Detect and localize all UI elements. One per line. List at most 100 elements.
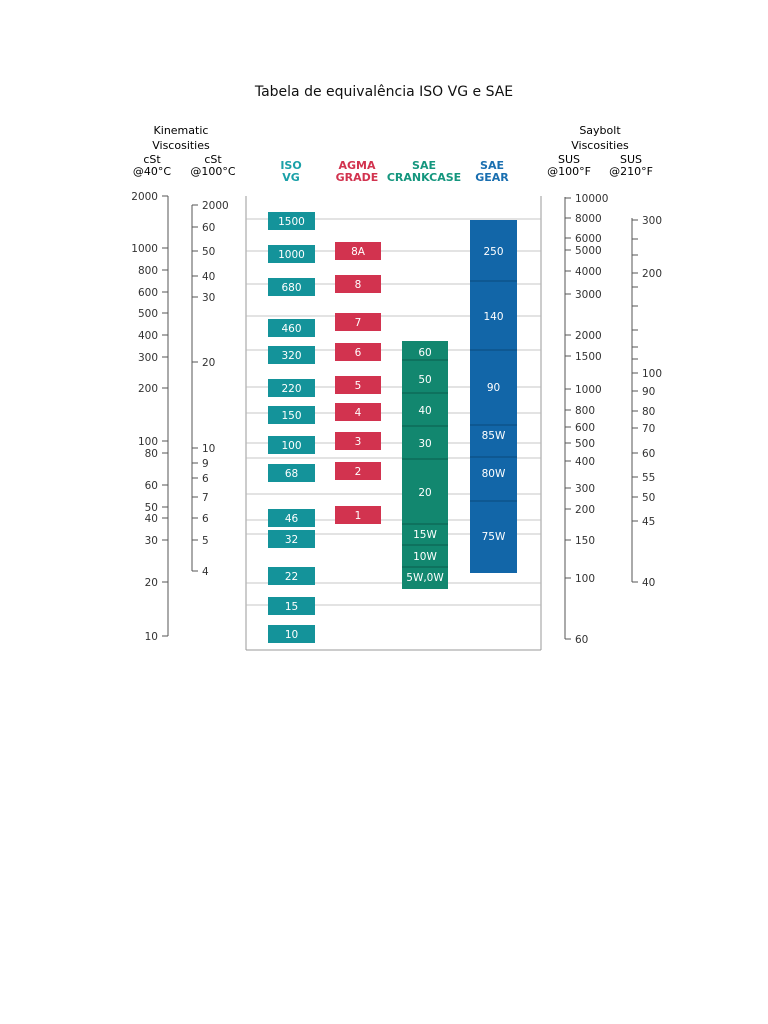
- sae-gear-label: 140: [483, 311, 503, 323]
- sus100-tick-label: 1000: [575, 384, 602, 396]
- cst40-tick-label: 50: [145, 502, 158, 514]
- cst40-tick-label: 80: [145, 448, 158, 460]
- gear-header-2: GEAR: [475, 171, 509, 184]
- cst100-tick-label: 2000: [202, 200, 229, 212]
- saybolt-header-2: Viscosities: [571, 139, 629, 152]
- cst40-tick-label: 300: [138, 352, 158, 364]
- cst40-tick-label: 40: [145, 513, 158, 525]
- sus210-header-2: @210°F: [609, 165, 653, 178]
- sus210-tick-label: 60: [642, 448, 655, 460]
- sae-crankcase-label: 40: [418, 405, 431, 417]
- sus100-tick-label: 10000: [575, 193, 608, 205]
- cst100-tick-label: 4: [202, 566, 209, 578]
- sus100-tick-label: 150: [575, 535, 595, 547]
- sus210-tick-label: 50: [642, 492, 655, 504]
- sus210-scale: 300 200 100 90 80 70 60 55 50 45 40: [632, 215, 662, 589]
- iso-grade-box: [268, 406, 315, 424]
- agma-grade-label: 8: [355, 279, 362, 291]
- sae-crankcase-label: 15W: [413, 529, 437, 541]
- sus210-tick-label: 300: [642, 215, 662, 227]
- agma-grade-label: 8A: [351, 246, 366, 258]
- iso-grade-label: 46: [285, 513, 299, 525]
- iso-grade-box: [268, 464, 315, 482]
- iso-grade-box: [268, 530, 315, 548]
- gear-header: SAE: [480, 159, 504, 172]
- sus100-tick-label: 1500: [575, 351, 602, 363]
- agma-grade-label: 3: [355, 436, 362, 448]
- iso-grade-label: 32: [285, 534, 298, 546]
- sus100-tick-label: 5000: [575, 245, 602, 257]
- chart-frame: [245, 196, 542, 651]
- sus100-tick-label: 600: [575, 422, 595, 434]
- agma-grade-box: [335, 403, 381, 421]
- agma-header-2: GRADE: [336, 171, 379, 184]
- iso-vg-column: 1500 1000 680 460 320 220 150 100 68 46 32 22 15 10: [268, 212, 315, 643]
- agma-grade-box: [335, 275, 381, 293]
- cst40-tick-label: 20: [145, 577, 158, 589]
- iso-grade-box: [268, 245, 315, 263]
- cst40-tick-label: 400: [138, 330, 158, 342]
- agma-grade-label: 7: [355, 317, 362, 329]
- sus100-tick-label: 200: [575, 504, 595, 516]
- sae-crankcase-label: 20: [418, 487, 431, 499]
- cst40-tick-label: 30: [145, 535, 158, 547]
- sus100-tick-label: 500: [575, 438, 595, 450]
- agma-grade-label: 6: [355, 347, 362, 359]
- sus210-header: SUS: [620, 153, 642, 166]
- iso-grade-label: 460: [281, 323, 301, 335]
- cst40-tick-label: 2000: [131, 191, 158, 203]
- agma-grade-label: 5: [355, 380, 362, 392]
- iso-grade-box: [268, 319, 315, 337]
- cst40-header-2: @40°C: [133, 165, 171, 178]
- sus100-tick-label: 3000: [575, 289, 602, 301]
- sus210-tick-label: 55: [642, 472, 655, 484]
- sus100-header-2: @100°F: [547, 165, 591, 178]
- iso-grade-label: 68: [285, 468, 298, 480]
- agma-grade-box: [335, 242, 381, 260]
- iso-grade-label: 1500: [278, 216, 305, 228]
- sus100-tick-label: 100: [575, 573, 595, 585]
- agma-grade-label: 4: [355, 407, 362, 419]
- sus210-tick-label: 100: [642, 368, 662, 380]
- cst40-tick-label: 500: [138, 308, 158, 320]
- sus100-tick-label: 300: [575, 483, 595, 495]
- sus210-tick-label: 200: [642, 268, 662, 280]
- cst40-tick-label: 60: [145, 480, 158, 492]
- iso-grade-label: 320: [281, 350, 301, 362]
- crankcase-header: SAE: [412, 159, 436, 172]
- agma-grade-box: [335, 462, 381, 480]
- cst100-tick-label: 40: [202, 271, 215, 283]
- iso-grade-label: 1000: [278, 249, 305, 261]
- iso-grade-box: [268, 346, 315, 364]
- kinematic-header-2: Viscosities: [152, 139, 210, 152]
- cst100-tick-label: 9: [202, 458, 209, 470]
- page-title: Tabela de equivalência ISO VG e SAE: [254, 84, 514, 100]
- sus100-tick-label: 2000: [575, 330, 602, 342]
- iso-grade-box: [268, 509, 315, 527]
- sae-gear-column: 250 140 90 85W 80W 75W: [470, 220, 517, 573]
- cst100-tick-label: 10: [202, 443, 215, 455]
- sae-crankcase-bar: [402, 341, 448, 589]
- cst40-tick-label: 1000: [131, 243, 158, 255]
- iso-grade-box: [268, 597, 315, 615]
- sae-crankcase-label: 5W,0W: [406, 572, 444, 584]
- saybolt-header: Saybolt: [579, 124, 621, 137]
- sus100-tick-label: 4000: [575, 266, 602, 278]
- iso-header-2: VG: [282, 171, 300, 184]
- crankcase-header-2: CRANKCASE: [387, 171, 461, 184]
- iso-grade-box: [268, 567, 315, 585]
- cst100-tick-label: 20: [202, 357, 215, 369]
- iso-grade-box: [268, 625, 315, 643]
- sae-crankcase-label: 50: [418, 374, 431, 386]
- cst100-scale: 2000 60 50 40 30 20 10 9 6 7 6 5 4: [192, 200, 229, 578]
- iso-grade-box: [268, 436, 315, 454]
- sus210-tick-label: 45: [642, 516, 655, 528]
- sus210-tick-label: 90: [642, 386, 655, 398]
- sae-gear-label: 80W: [482, 468, 506, 480]
- cst40-tick-label: 100: [138, 436, 158, 448]
- agma-grade-box: [335, 506, 381, 524]
- sae-gear-label: 250: [483, 246, 503, 258]
